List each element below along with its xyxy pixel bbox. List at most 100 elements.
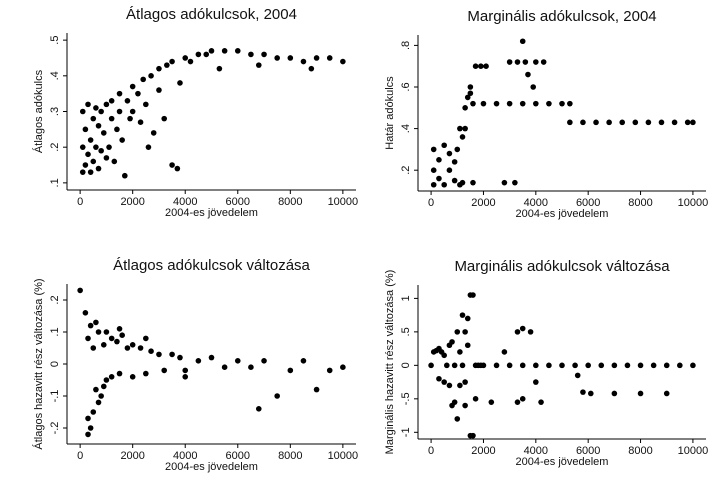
point bbox=[480, 100, 487, 107]
point bbox=[234, 358, 241, 364]
point bbox=[454, 416, 461, 422]
point bbox=[519, 362, 526, 369]
point bbox=[137, 119, 144, 126]
point bbox=[116, 90, 123, 97]
point bbox=[430, 167, 437, 173]
point bbox=[127, 115, 133, 122]
point bbox=[116, 108, 123, 115]
point bbox=[470, 292, 476, 298]
x-tick-label: 6000 bbox=[576, 445, 600, 457]
point bbox=[446, 150, 453, 157]
point bbox=[79, 169, 86, 175]
x-axis-label: 2004-es jövedelem bbox=[516, 456, 609, 468]
point bbox=[103, 377, 110, 383]
x-axis-label: 2004-es jövedelem bbox=[516, 208, 609, 220]
point bbox=[428, 362, 434, 369]
x-tick-label: 6000 bbox=[226, 196, 250, 208]
point bbox=[430, 146, 437, 153]
point bbox=[457, 349, 463, 355]
y-tick-label: -.5 bbox=[400, 392, 412, 405]
point bbox=[85, 151, 91, 158]
point bbox=[436, 157, 442, 163]
x-tick-label: 8000 bbox=[628, 445, 652, 457]
chart-title: Marginális adókulcsok, 2004 bbox=[467, 8, 656, 25]
point bbox=[506, 100, 513, 107]
point bbox=[248, 364, 254, 371]
point bbox=[540, 59, 547, 65]
y-tick-label: 1 bbox=[400, 295, 412, 301]
point bbox=[470, 432, 476, 439]
point bbox=[148, 73, 154, 79]
point bbox=[156, 351, 162, 358]
point bbox=[533, 379, 539, 385]
point bbox=[255, 62, 262, 68]
x-tick-label: 2000 bbox=[471, 197, 495, 209]
point bbox=[340, 58, 346, 65]
point bbox=[637, 390, 644, 397]
x-tick-label: 10000 bbox=[328, 450, 359, 462]
point bbox=[574, 372, 581, 379]
chart-title: Átlagos adókulcsok változása bbox=[113, 257, 310, 274]
point bbox=[483, 63, 489, 69]
point bbox=[546, 100, 552, 107]
y-tick-label: .5 bbox=[49, 36, 61, 45]
point bbox=[93, 144, 99, 150]
x-tick-label: 4000 bbox=[173, 196, 197, 208]
y-axis-label: Átlagos hazavitt rész változása (%) bbox=[32, 278, 45, 449]
point bbox=[580, 389, 586, 395]
point bbox=[632, 119, 639, 126]
y-tick-label: .2 bbox=[400, 166, 412, 175]
point bbox=[129, 83, 136, 90]
point bbox=[514, 329, 521, 335]
point bbox=[174, 165, 181, 172]
y-tick-label: .6 bbox=[400, 82, 412, 91]
point bbox=[441, 352, 447, 359]
point bbox=[488, 399, 495, 405]
point bbox=[156, 65, 162, 72]
point bbox=[454, 146, 461, 153]
point bbox=[274, 393, 280, 399]
point bbox=[506, 59, 513, 65]
x-tick-label: 6000 bbox=[576, 197, 600, 209]
point bbox=[619, 119, 626, 126]
point bbox=[454, 329, 461, 335]
point bbox=[430, 181, 437, 188]
point bbox=[143, 370, 149, 377]
x-tick-label: 4000 bbox=[524, 197, 548, 209]
point bbox=[449, 402, 455, 409]
point bbox=[124, 97, 131, 104]
point bbox=[82, 126, 89, 133]
point bbox=[90, 115, 97, 122]
point bbox=[119, 332, 125, 339]
x-tick-label: 0 bbox=[428, 445, 434, 457]
point bbox=[100, 130, 107, 136]
point bbox=[470, 100, 476, 107]
y-tick-label: .4 bbox=[49, 71, 61, 80]
point bbox=[525, 71, 531, 78]
point bbox=[106, 144, 112, 150]
point bbox=[459, 362, 466, 369]
point bbox=[580, 119, 586, 126]
point bbox=[98, 393, 104, 399]
point bbox=[177, 80, 183, 86]
x-tick-label: 8000 bbox=[278, 196, 302, 208]
point bbox=[478, 63, 484, 69]
point bbox=[208, 48, 215, 54]
x-tick-label: 2000 bbox=[120, 196, 144, 208]
point bbox=[527, 329, 534, 335]
point bbox=[187, 58, 194, 65]
x-tick-label: 4000 bbox=[524, 445, 548, 457]
point bbox=[457, 382, 463, 389]
point bbox=[93, 319, 99, 326]
point bbox=[441, 142, 447, 149]
y-tick-label: -.2 bbox=[49, 422, 61, 435]
point bbox=[441, 181, 447, 188]
point bbox=[559, 362, 565, 369]
x-tick-label: 4000 bbox=[173, 450, 197, 462]
point bbox=[169, 162, 175, 168]
point bbox=[287, 367, 294, 374]
point bbox=[103, 101, 110, 108]
x-tick-label: 0 bbox=[428, 197, 434, 209]
point bbox=[451, 159, 458, 165]
point bbox=[637, 362, 644, 369]
